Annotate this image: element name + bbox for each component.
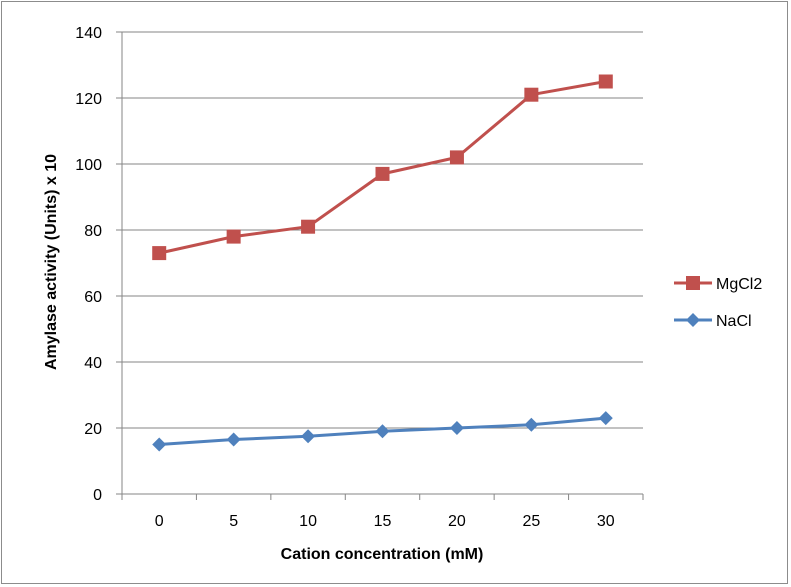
x-tick-labels: 0 5 10 15 20 25 30 [155, 513, 615, 530]
legend-label-mgcl2: MgCl2 [716, 276, 762, 293]
y-tick-label: 100 [75, 157, 102, 174]
y-tick-label: 20 [84, 421, 102, 438]
x-tick-label: 10 [299, 513, 317, 530]
y-tick-label: 140 [75, 25, 102, 42]
data-point-mgcl2 [598, 74, 613, 89]
data-point-nacl [226, 432, 241, 447]
data-point-nacl [598, 411, 613, 426]
data-point-nacl [375, 424, 390, 439]
legend: MgCl2 NaCl [674, 276, 762, 330]
legend-marker-mgcl2 [686, 276, 700, 290]
data-point-mgcl2 [152, 246, 167, 261]
y-tick-label: 120 [75, 91, 102, 108]
y-tick-label: 60 [84, 289, 102, 306]
x-tick-label: 30 [597, 513, 615, 530]
x-tick-label: 15 [374, 513, 392, 530]
data-point-mgcl2 [226, 229, 241, 244]
data-point-mgcl2 [375, 166, 390, 181]
y-tick-label: 80 [84, 223, 102, 240]
data-point-mgcl2 [449, 150, 464, 165]
data-point-nacl [449, 421, 464, 435]
gridlines [122, 31, 643, 429]
data-point-mgcl2 [524, 87, 539, 102]
y-tick-label: 0 [93, 487, 102, 504]
y-axis-title: Amylase activity (Units) x 10 [43, 154, 60, 370]
data-point-nacl [152, 437, 167, 452]
legend-marker-nacl [686, 313, 700, 327]
x-tick-label: 0 [155, 513, 164, 530]
legend-label-nacl: NaCl [716, 313, 752, 330]
x-tick-label: 5 [229, 513, 238, 530]
data-point-nacl [524, 417, 539, 432]
y-tick-label: 40 [84, 355, 102, 372]
x-tick-label: 25 [522, 513, 540, 530]
x-tick-label: 20 [448, 513, 466, 530]
x-axis-title: Cation concentration (mM) [281, 546, 484, 563]
y-tick-labels: 0 20 40 60 80 100 120 140 [75, 25, 102, 504]
axes [116, 31, 644, 500]
series-group [152, 74, 613, 452]
data-point-nacl [301, 429, 316, 444]
data-point-mgcl2 [301, 219, 316, 234]
